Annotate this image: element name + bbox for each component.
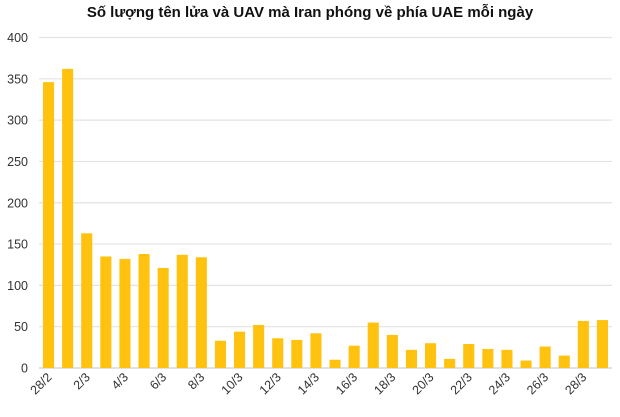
x-tick-label: 24/3: [486, 370, 513, 397]
bar: [62, 68, 74, 369]
bar: [386, 334, 398, 368]
bar: [310, 333, 322, 368]
bar: [176, 254, 188, 368]
x-tick-label: 4/3: [109, 370, 131, 392]
bar: [558, 355, 570, 368]
bar: [291, 339, 303, 368]
bar: [100, 256, 112, 368]
bar: [348, 345, 360, 368]
x-tick-label: 8/3: [185, 370, 207, 392]
x-tick-label: 16/3: [333, 370, 360, 397]
bar: [81, 233, 93, 368]
bar: [214, 340, 226, 368]
bar: [501, 349, 513, 368]
y-tick-label: 300: [7, 114, 28, 128]
bar: [253, 325, 265, 368]
x-tick-label: 28/2: [28, 370, 55, 397]
x-tick-label: 22/3: [448, 370, 475, 397]
x-tick-label: 12/3: [257, 370, 284, 397]
chart-title: Số lượng tên lửa và UAV mà Iran phóng về…: [86, 4, 534, 21]
x-tick-label: 10/3: [219, 370, 246, 397]
bar: [520, 360, 532, 368]
x-tick-label: 6/3: [147, 370, 169, 392]
bar: [272, 338, 284, 368]
bar: [43, 82, 55, 369]
y-tick-label: 150: [7, 238, 28, 252]
x-tick-label: 18/3: [371, 370, 398, 397]
bar: [195, 257, 207, 368]
bar: [405, 349, 417, 368]
bar: [234, 331, 246, 368]
x-tick-label: 14/3: [295, 370, 322, 397]
bar: [596, 320, 608, 368]
x-tick-label: 2/3: [71, 370, 93, 392]
x-tick-label: 26/3: [524, 370, 551, 397]
x-tick-label: 20/3: [410, 370, 437, 397]
bar: [463, 344, 475, 368]
y-tick-label: 350: [7, 72, 28, 86]
bar: [157, 268, 169, 368]
bar: [329, 359, 341, 368]
bar: [425, 343, 437, 368]
bar: [138, 253, 150, 368]
bar: [367, 322, 379, 368]
bar: [539, 346, 551, 368]
y-tick-label: 400: [7, 31, 28, 45]
y-tick-label: 0: [21, 362, 28, 376]
bar: [482, 348, 494, 368]
bar: [119, 258, 131, 368]
y-tick-label: 50: [14, 320, 28, 334]
x-tick-label: 28/3: [562, 370, 589, 397]
y-tick-label: 100: [7, 279, 28, 293]
y-tick-label: 250: [7, 155, 28, 169]
y-tick-label: 200: [7, 196, 28, 210]
bar: [444, 358, 456, 368]
bar: [577, 320, 589, 368]
